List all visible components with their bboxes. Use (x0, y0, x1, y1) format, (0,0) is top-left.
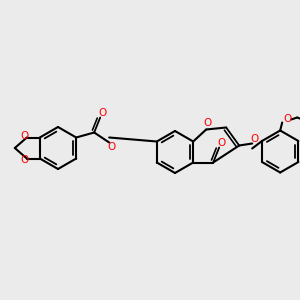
Text: O: O (21, 155, 29, 165)
Text: O: O (250, 134, 258, 143)
Text: O: O (217, 137, 225, 148)
Text: O: O (203, 118, 211, 128)
Text: O: O (107, 142, 115, 152)
Text: O: O (98, 107, 106, 118)
Text: O: O (21, 131, 29, 141)
Text: O: O (283, 115, 291, 124)
